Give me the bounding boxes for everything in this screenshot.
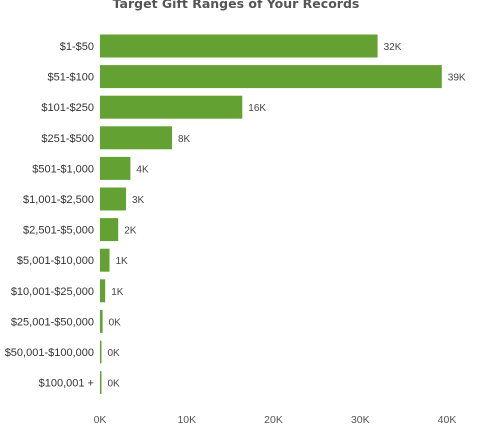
category-label: $5,001-$10,000 xyxy=(17,255,94,267)
data-label: 39K xyxy=(448,73,466,84)
data-label: 3K xyxy=(132,195,145,206)
bar[interactable] xyxy=(100,156,131,180)
bar[interactable] xyxy=(100,187,126,211)
category-label: $101-$250 xyxy=(41,102,94,114)
data-label: 0K xyxy=(108,379,121,390)
chart-title: Target Gift Ranges of Your Records xyxy=(113,0,360,11)
x-tick-label: 30K xyxy=(351,414,370,426)
bar[interactable] xyxy=(100,95,243,119)
data-label: 4K xyxy=(136,164,149,175)
x-tick-label: 20K xyxy=(264,414,283,426)
category-label: $10,001-$25,000 xyxy=(11,286,94,298)
category-label: $50,001-$100,000 xyxy=(5,347,94,359)
category-label: $1-$50 xyxy=(60,41,94,53)
bar[interactable] xyxy=(100,340,102,364)
data-label: 0K xyxy=(108,348,121,359)
category-labels-group: $1-$50 $51-$100 $101-$250 $251-$500 $501-$1,… xyxy=(5,41,94,390)
x-axis-ticks-group: 0K 10K 20K 30K 40K xyxy=(94,414,457,426)
bar[interactable] xyxy=(100,248,110,272)
bar[interactable] xyxy=(100,279,106,303)
category-label: $100,001 + xyxy=(39,378,94,390)
data-label: 1K xyxy=(111,287,124,298)
data-label: 2K xyxy=(124,226,137,237)
bar[interactable] xyxy=(100,65,442,89)
bar[interactable] xyxy=(100,34,378,58)
bar[interactable] xyxy=(100,126,172,150)
bar[interactable] xyxy=(100,309,103,333)
value-labels-group: 32K 39K 16K 8K 4K 3K 2K 1K 1K 0K 0K 0K xyxy=(108,42,466,390)
data-label: 8K xyxy=(178,134,191,145)
x-tick-label: 10K xyxy=(177,414,196,426)
category-label: $501-$1,000 xyxy=(32,163,94,175)
category-label: $1,001-$2,500 xyxy=(23,194,94,206)
category-label: $2,501-$5,000 xyxy=(23,225,94,237)
bar[interactable] xyxy=(100,218,119,242)
bar[interactable] xyxy=(100,371,102,395)
data-label: 1K xyxy=(116,256,129,267)
data-label: 16K xyxy=(248,103,266,114)
data-label: 32K xyxy=(384,42,402,53)
category-label: $51-$100 xyxy=(48,72,95,84)
category-label: $251-$500 xyxy=(41,133,94,145)
bars-group xyxy=(100,34,442,395)
data-label: 0K xyxy=(109,317,122,328)
category-label: $25,001-$50,000 xyxy=(11,316,94,328)
x-tick-label: 0K xyxy=(94,414,107,426)
x-tick-label: 40K xyxy=(438,414,457,426)
